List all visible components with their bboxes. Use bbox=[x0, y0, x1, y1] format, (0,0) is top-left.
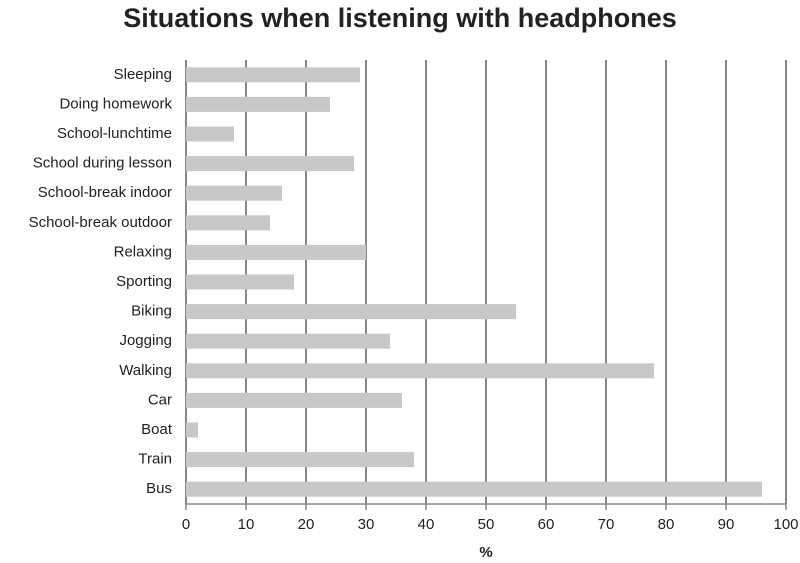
bar bbox=[186, 185, 282, 201]
y-tick-label: School-break indoor bbox=[38, 184, 172, 201]
x-tick-label: 80 bbox=[658, 516, 675, 533]
bar bbox=[186, 67, 360, 83]
y-tick-label: Sleeping bbox=[114, 66, 172, 83]
y-tick-label: School-lunchtime bbox=[57, 125, 172, 142]
bar bbox=[186, 392, 402, 408]
bar bbox=[186, 481, 762, 497]
bar bbox=[186, 452, 414, 468]
y-tick-label: Boat bbox=[141, 421, 173, 438]
bar bbox=[186, 422, 198, 438]
x-tick-label: 70 bbox=[598, 516, 615, 533]
bar bbox=[186, 274, 294, 290]
x-tick-label: 0 bbox=[182, 516, 190, 533]
y-tick-label: Bus bbox=[146, 480, 172, 497]
y-tick-label: Walking bbox=[119, 362, 172, 379]
y-tick-label: Biking bbox=[131, 303, 172, 320]
x-tick-label: 60 bbox=[538, 516, 555, 533]
x-tick-label: 20 bbox=[298, 516, 315, 533]
y-tick-label: Relaxing bbox=[114, 243, 172, 260]
chart-title: Situations when listening with headphone… bbox=[123, 3, 677, 33]
x-tick-label: 10 bbox=[238, 516, 255, 533]
x-tick-label: 90 bbox=[718, 516, 735, 533]
bar bbox=[186, 126, 234, 142]
bar bbox=[186, 215, 270, 231]
y-tick-label: Car bbox=[148, 391, 172, 408]
x-tick-label: 50 bbox=[478, 516, 495, 533]
x-tick-label: 100 bbox=[773, 516, 798, 533]
bar bbox=[186, 156, 354, 172]
y-tick-label: Train bbox=[138, 451, 172, 468]
y-tick-label: Jogging bbox=[119, 332, 172, 349]
bar bbox=[186, 363, 654, 379]
x-tick-label: 30 bbox=[358, 516, 375, 533]
x-axis-label: % bbox=[479, 544, 492, 561]
y-tick-label: Doing homework bbox=[59, 95, 172, 112]
y-tick-label: School-break outdoor bbox=[29, 214, 172, 231]
x-tick-label: 40 bbox=[418, 516, 435, 533]
y-tick-label: School during lesson bbox=[33, 155, 172, 172]
bar bbox=[186, 304, 516, 320]
bar bbox=[186, 333, 390, 349]
bar bbox=[186, 244, 366, 260]
bar bbox=[186, 96, 330, 112]
y-tick-label: Sporting bbox=[116, 273, 172, 290]
